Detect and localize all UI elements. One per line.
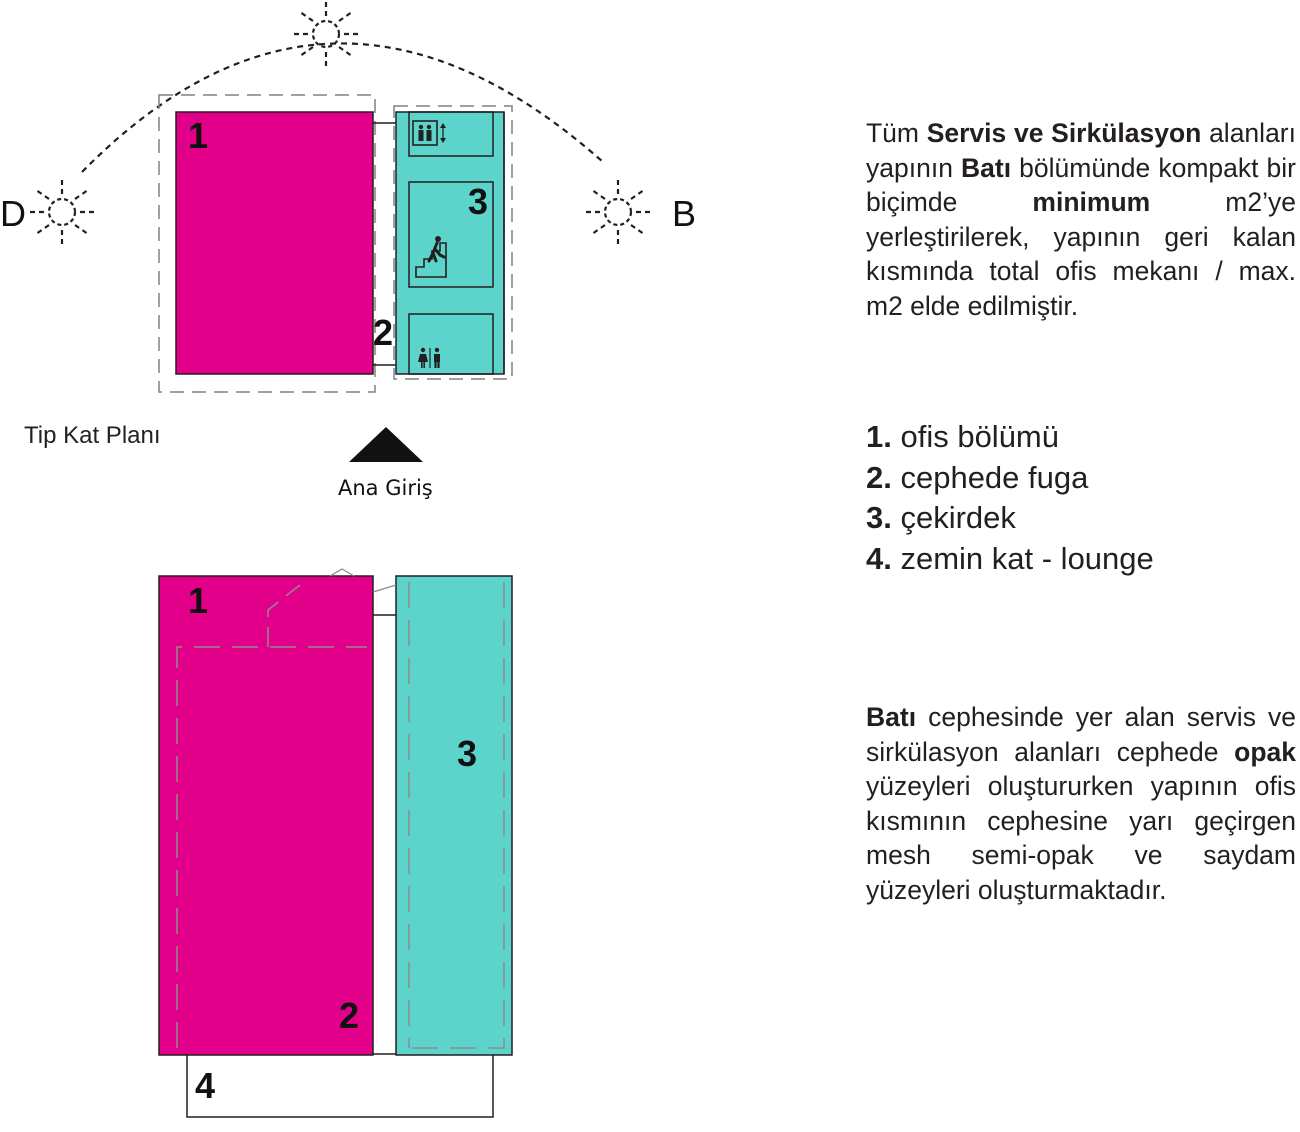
- para2-text: yüzeyleri oluştururken yapının ofis kısm…: [866, 771, 1296, 905]
- para2-bold: opak: [1234, 736, 1296, 767]
- core-block: [395, 111, 505, 375]
- legend-label: zemin kat - lounge: [891, 540, 1154, 576]
- sun-icon: [26, 176, 98, 248]
- office-block: [175, 111, 374, 375]
- legend-item: 4. zemin kat - lounge: [866, 539, 1154, 580]
- elevation-number-1: 1: [188, 580, 208, 621]
- description-paragraph-2: Batı cephesinde yer alan servis ve sirkü…: [866, 700, 1296, 907]
- plan-boundary: [158, 94, 376, 393]
- entrance-label: Ana Giriş: [338, 476, 433, 500]
- legend-label: cephede fuga: [891, 459, 1089, 495]
- elevation-number-3: 3: [457, 733, 477, 774]
- stair-room: [408, 181, 494, 288]
- legend-number: 4.: [866, 540, 892, 576]
- sun-icon: [582, 176, 654, 248]
- para1-bold: Servis ve Sirkülasyon: [926, 118, 1202, 148]
- plan-number-3: 3: [468, 181, 488, 222]
- lounge-outline: [186, 1053, 494, 1118]
- office-dashed-inner: [267, 584, 301, 647]
- elevation-number-4: 4: [195, 1065, 215, 1106]
- para1-text: Tüm: [866, 118, 927, 148]
- core-dashed-outline: [408, 582, 505, 1049]
- elevation-office-block: [158, 575, 374, 1056]
- plan-caption: Tip Kat Planı: [24, 422, 161, 449]
- description-paragraph-1: Tüm Servis ve Sirkülasyon alanları yapın…: [866, 116, 1296, 323]
- para1-text: m2’ye yerleştirilerek, yapının geri kala…: [866, 187, 1296, 321]
- elevator-icon: [412, 120, 446, 146]
- para1-bold: minimum: [1032, 187, 1151, 217]
- para1-text: bölümünde kompakt bir biçimde: [866, 152, 1296, 218]
- stairs-person-icon: [415, 236, 447, 278]
- sun-path-arc: [81, 42, 604, 173]
- east-label: B: [672, 193, 696, 234]
- legend-label: çekirdek: [891, 500, 1016, 535]
- core-boundary: [393, 105, 513, 380]
- legend-list: 1. ofis bölümü 2. cephede fuga 3. çekird…: [866, 417, 1154, 579]
- legend-item: 3. çekirdek: [866, 498, 1154, 539]
- office-dashed-outline: [176, 646, 367, 1048]
- elevator-room: [408, 111, 494, 157]
- roof-outline: [329, 568, 397, 593]
- restroom-room: [408, 313, 494, 375]
- para2-bold: Batı: [866, 702, 917, 732]
- plan-number-2: 2: [373, 312, 393, 353]
- para1-bold: Batı: [961, 152, 1012, 183]
- legend-item: 2. cephede fuga: [866, 458, 1154, 499]
- plan-number-1: 1: [188, 115, 208, 156]
- restroom-icon: [418, 347, 440, 368]
- para1-text: alanları yapının: [866, 118, 1296, 183]
- west-label: D: [0, 193, 26, 234]
- elevation-core-block: [395, 575, 513, 1056]
- sun-icon: [290, 0, 362, 70]
- entrance-arrow-icon: [349, 427, 423, 462]
- legend-number: 3.: [866, 500, 892, 535]
- legend-number: 2.: [866, 459, 892, 495]
- elevation-number-2: 2: [339, 995, 359, 1036]
- para2-text: cephesinde yer alan servis ve sirkülasyo…: [866, 702, 1296, 767]
- legend-item: 1. ofis bölümü: [866, 417, 1154, 458]
- legend-label: ofis bölümü: [891, 419, 1059, 454]
- legend-number: 1.: [866, 419, 892, 454]
